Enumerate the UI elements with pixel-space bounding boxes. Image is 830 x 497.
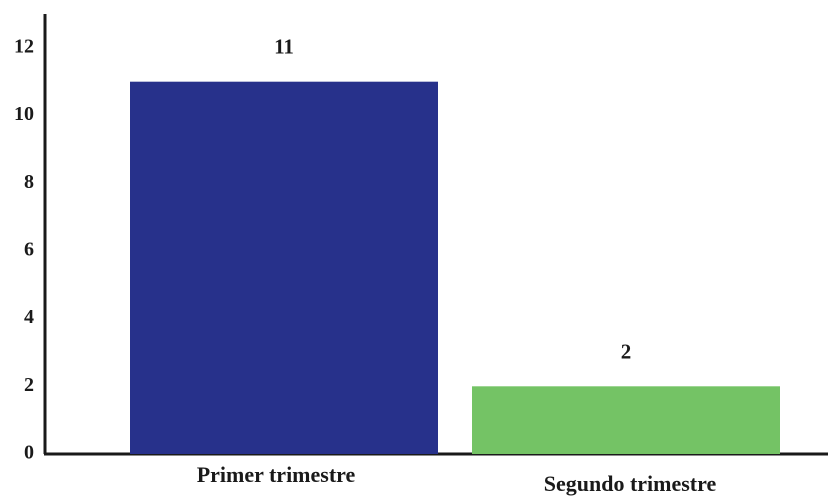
category-label: Segundo trimestre bbox=[544, 471, 717, 496]
data-label: 11 bbox=[274, 35, 294, 59]
y-tick-label: 12 bbox=[14, 35, 34, 57]
y-tick-label: 4 bbox=[24, 306, 34, 328]
y-tick-label: 0 bbox=[24, 442, 34, 464]
data-labels: 11 2 bbox=[274, 35, 631, 364]
bar bbox=[130, 81, 438, 454]
y-tick-label: 8 bbox=[24, 171, 34, 193]
y-tick-labels: 0 2 4 6 8 10 12 bbox=[14, 35, 34, 463]
bar bbox=[472, 386, 780, 454]
y-tick-label: 10 bbox=[14, 103, 34, 125]
data-label: 2 bbox=[621, 339, 632, 363]
y-tick-label: 2 bbox=[24, 374, 34, 396]
bars bbox=[130, 81, 780, 454]
category-label: Primer trimestre bbox=[197, 462, 356, 487]
category-labels: Primer trimestre Segundo trimestre bbox=[197, 462, 717, 496]
y-tick-label: 6 bbox=[24, 239, 34, 261]
